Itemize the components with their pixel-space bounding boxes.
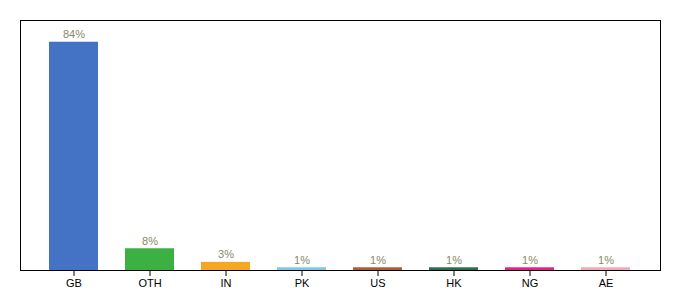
svg-text:IN: IN	[221, 277, 232, 289]
svg-text:84%: 84%	[63, 28, 85, 40]
svg-text:GB: GB	[66, 277, 82, 289]
svg-text:AE: AE	[599, 277, 614, 289]
svg-text:8%: 8%	[142, 235, 158, 247]
svg-text:1%: 1%	[522, 254, 538, 266]
svg-text:1%: 1%	[446, 254, 462, 266]
svg-text:NG: NG	[522, 277, 539, 289]
svg-text:OTH: OTH	[138, 277, 161, 289]
svg-text:1%: 1%	[598, 254, 614, 266]
svg-text:HK: HK	[446, 277, 462, 289]
svg-text:1%: 1%	[370, 254, 386, 266]
svg-text:US: US	[370, 277, 385, 289]
svg-text:PK: PK	[295, 277, 310, 289]
svg-text:3%: 3%	[218, 248, 234, 260]
svg-text:1%: 1%	[294, 254, 310, 266]
